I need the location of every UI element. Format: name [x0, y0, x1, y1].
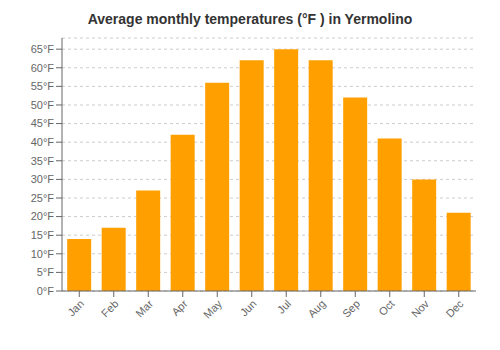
svg-text:Sep: Sep — [340, 297, 362, 319]
svg-text:15°F: 15°F — [31, 229, 55, 241]
svg-text:5°F: 5°F — [37, 266, 55, 278]
svg-text:45°F: 45°F — [31, 117, 55, 129]
svg-text:Nov: Nov — [409, 297, 432, 320]
svg-text:Jan: Jan — [65, 297, 86, 318]
html-text:Average monthly temperatures (: Average monthly temperatures (°F ) in Ye… — [87, 11, 413, 27]
svg-text:60°F: 60°F — [31, 62, 55, 74]
svg-text:40°F: 40°F — [31, 136, 55, 148]
svg-text:Mar: Mar — [133, 297, 155, 319]
svg-text:20°F: 20°F — [31, 210, 55, 222]
svg-text:10°F: 10°F — [31, 248, 55, 260]
svg-text:Jun: Jun — [238, 297, 259, 318]
svg-text:Dec: Dec — [443, 297, 466, 320]
svg-text:Oct: Oct — [376, 297, 397, 318]
svg-text:Aug: Aug — [305, 297, 327, 319]
svg-text:55°F: 55°F — [31, 80, 55, 92]
svg-text:Apr: Apr — [169, 297, 190, 318]
svg-text:Jul: Jul — [275, 297, 293, 315]
svg-text:May: May — [201, 297, 225, 321]
svg-text:35°F: 35°F — [31, 155, 55, 167]
svg-text:Feb: Feb — [99, 297, 121, 319]
svg-text:0°F: 0°F — [37, 285, 55, 297]
svg-text:25°F: 25°F — [31, 192, 55, 204]
svg-text:50°F: 50°F — [31, 99, 55, 111]
svg-text:30°F: 30°F — [31, 173, 55, 185]
svg-text:65°F: 65°F — [31, 43, 55, 55]
